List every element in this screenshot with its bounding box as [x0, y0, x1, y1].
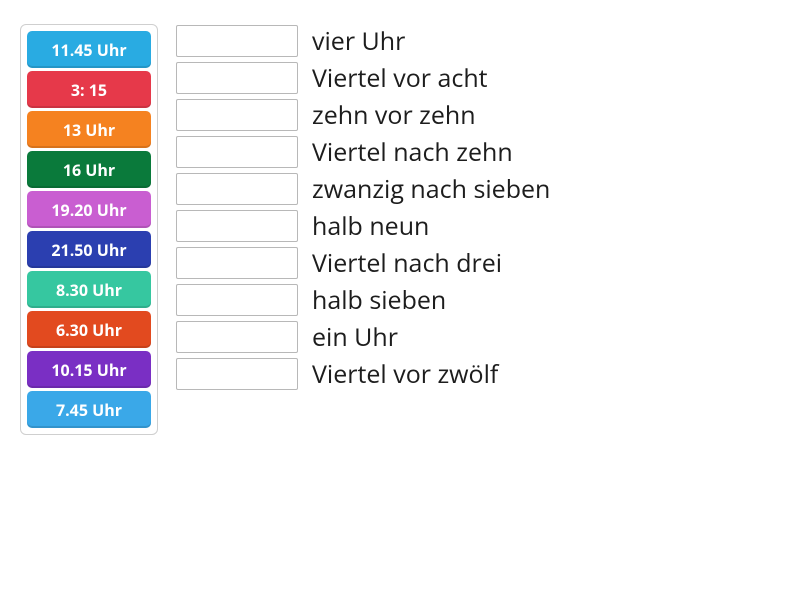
answer-row: zwanzig nach sieben: [176, 172, 550, 206]
answer-row: Viertel nach zehn: [176, 135, 550, 169]
phrase-label: halb neun: [312, 209, 429, 243]
phrase-label: zwanzig nach sieben: [312, 172, 550, 206]
answer-row: vier Uhr: [176, 24, 550, 58]
answer-row: halb neun: [176, 209, 550, 243]
phrase-label: halb sieben: [312, 283, 446, 317]
tile-5[interactable]: 21.50 Uhr: [27, 231, 151, 268]
phrase-label: zehn vor zehn: [312, 98, 476, 132]
matching-exercise: 11.45 Uhr 3: 15 13 Uhr 16 Uhr 19.20 Uhr …: [20, 24, 780, 435]
phrase-label: Viertel vor zwölf: [312, 357, 498, 391]
tile-1[interactable]: 3: 15: [27, 71, 151, 108]
answer-row: Viertel nach drei: [176, 246, 550, 280]
dropzone-0[interactable]: [176, 25, 298, 57]
answer-row: ein Uhr: [176, 320, 550, 354]
phrase-label: Viertel vor acht: [312, 61, 488, 95]
dropzone-4[interactable]: [176, 173, 298, 205]
dropzone-2[interactable]: [176, 99, 298, 131]
answer-row: zehn vor zehn: [176, 98, 550, 132]
dropzone-8[interactable]: [176, 321, 298, 353]
dropzone-3[interactable]: [176, 136, 298, 168]
phrase-label: Viertel nach drei: [312, 246, 502, 280]
dropzone-7[interactable]: [176, 284, 298, 316]
tile-7[interactable]: 6.30 Uhr: [27, 311, 151, 348]
tile-6[interactable]: 8.30 Uhr: [27, 271, 151, 308]
answers-column: vier Uhr Viertel vor acht zehn vor zehn …: [176, 24, 550, 391]
tiles-panel: 11.45 Uhr 3: 15 13 Uhr 16 Uhr 19.20 Uhr …: [20, 24, 158, 435]
phrase-label: vier Uhr: [312, 24, 405, 58]
answer-row: Viertel vor acht: [176, 61, 550, 95]
tile-3[interactable]: 16 Uhr: [27, 151, 151, 188]
phrase-label: Viertel nach zehn: [312, 135, 513, 169]
tile-4[interactable]: 19.20 Uhr: [27, 191, 151, 228]
dropzone-6[interactable]: [176, 247, 298, 279]
dropzone-1[interactable]: [176, 62, 298, 94]
tile-0[interactable]: 11.45 Uhr: [27, 31, 151, 68]
tile-8[interactable]: 10.15 Uhr: [27, 351, 151, 388]
dropzone-9[interactable]: [176, 358, 298, 390]
tile-2[interactable]: 13 Uhr: [27, 111, 151, 148]
phrase-label: ein Uhr: [312, 320, 398, 354]
answer-row: halb sieben: [176, 283, 550, 317]
dropzone-5[interactable]: [176, 210, 298, 242]
answer-row: Viertel vor zwölf: [176, 357, 550, 391]
tile-9[interactable]: 7.45 Uhr: [27, 391, 151, 428]
